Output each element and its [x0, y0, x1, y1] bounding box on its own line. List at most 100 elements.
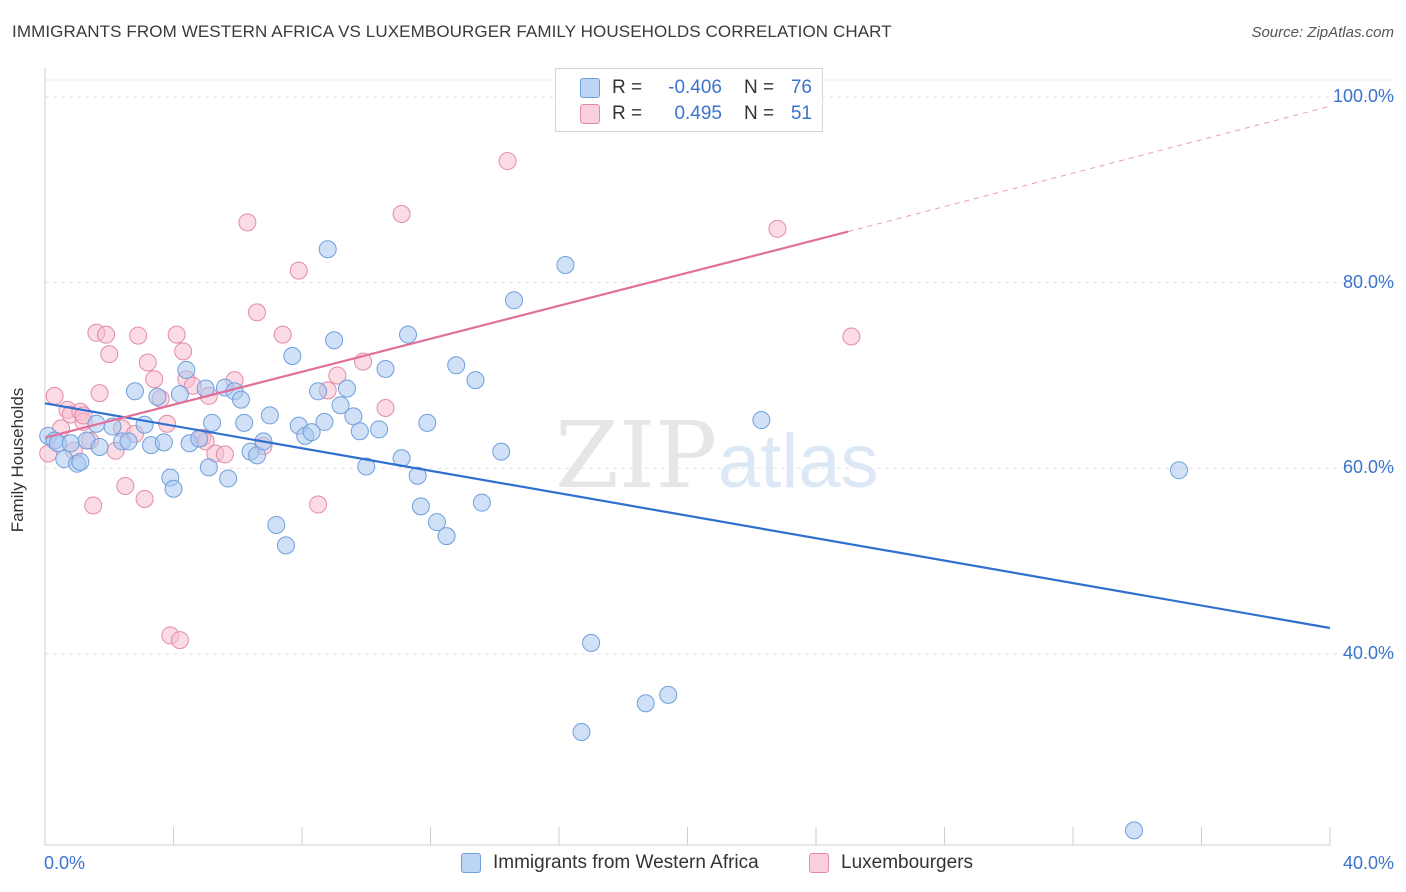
western-africa-point: [1125, 821, 1144, 840]
western-africa-point: [357, 457, 376, 476]
luxembourgers-point: [45, 386, 64, 405]
western-africa-trend-line: [44, 402, 1331, 630]
western-africa-point: [199, 458, 218, 477]
western-africa-point: [418, 413, 437, 432]
western-africa-point: [370, 420, 389, 439]
r-value: 0.495: [674, 103, 722, 124]
western-africa-point: [472, 493, 491, 512]
western-africa-point: [190, 429, 209, 448]
western-africa-point: [315, 412, 334, 431]
grid-lines: [45, 79, 1393, 655]
western-africa-point: [344, 407, 363, 426]
stats-row-luxembourgers: R = 0.495 N = 51: [580, 100, 812, 128]
western-africa-point: [276, 536, 295, 555]
n-label: N =: [744, 103, 775, 124]
luxembourgers-point: [129, 326, 148, 345]
western-africa-point: [408, 466, 427, 485]
western-africa-point: [203, 413, 222, 432]
luxembourgers-point: [145, 370, 164, 389]
western-africa-point: [260, 406, 279, 425]
western-africa-point: [556, 256, 575, 275]
western-africa-point: [231, 390, 250, 409]
western-africa-point: [447, 356, 466, 375]
western-africa-point: [235, 413, 254, 432]
legend-item-luxembourgers[interactable]: Luxembourgers: [809, 852, 973, 874]
blue-swatch: [461, 853, 481, 873]
luxembourgers-point: [135, 489, 154, 508]
western-africa-point: [636, 694, 655, 713]
western-africa-point: [411, 497, 430, 516]
y-tick-label: 40.0%: [1342, 643, 1394, 663]
source-label: Source: ZipAtlas.com: [1251, 24, 1394, 41]
western-africa-points: [39, 240, 1189, 840]
x-tick-label-max: 40.0%: [1342, 853, 1394, 873]
y-tick-label: 80.0%: [1342, 271, 1394, 292]
western-africa-point: [125, 382, 144, 401]
western-africa-point: [154, 433, 173, 452]
luxembourgers-point: [174, 342, 193, 361]
pink-swatch: [809, 853, 829, 873]
watermark-atlas: atlas: [718, 419, 879, 504]
pink-swatch: [580, 104, 600, 124]
r-value: -0.406: [668, 77, 722, 98]
western-africa-point: [302, 423, 321, 442]
luxembourgers-point: [328, 366, 347, 385]
luxembourgers-point: [842, 327, 861, 346]
y-tick-label: 100.0%: [1332, 86, 1394, 106]
n-value: 51: [790, 103, 812, 124]
luxembourgers-point: [97, 325, 116, 344]
r-label: R =: [612, 103, 643, 124]
western-africa-point: [659, 685, 678, 704]
luxembourgers-point: [167, 325, 186, 344]
legend-label: Immigrants from Western Africa: [493, 852, 759, 873]
blue-swatch: [580, 78, 600, 98]
western-africa-point: [582, 633, 601, 652]
western-africa-point: [337, 379, 356, 398]
western-africa-point: [1170, 461, 1189, 480]
stats-row-western-africa: R = -0.406 N = 76: [580, 74, 812, 102]
western-africa-point: [177, 360, 196, 379]
western-africa-point: [752, 411, 771, 430]
luxembourgers-point: [116, 476, 135, 495]
luxembourgers-point: [238, 213, 257, 232]
luxembourgers-trend-line: [847, 105, 1331, 233]
western-africa-point: [283, 347, 302, 366]
watermark-zip: ZIP: [555, 402, 717, 509]
luxembourgers-point: [498, 152, 517, 171]
watermark: ZIP atlas: [555, 402, 879, 509]
luxembourgers-point: [84, 496, 103, 515]
western-africa-point: [318, 240, 337, 259]
western-africa-point: [437, 527, 456, 546]
luxembourgers-point: [273, 325, 292, 344]
western-africa-point: [71, 452, 90, 471]
western-africa-point: [164, 479, 183, 498]
western-africa-point: [331, 396, 350, 415]
western-africa-point: [572, 722, 591, 741]
western-africa-point: [267, 515, 286, 534]
luxembourgers-point: [100, 345, 119, 364]
n-value: 76: [790, 77, 812, 98]
western-africa-point: [492, 442, 511, 461]
western-africa-point: [505, 291, 524, 310]
western-africa-point: [399, 325, 418, 344]
western-africa-point: [350, 422, 369, 441]
legend-item-western-africa[interactable]: Immigrants from Western Africa: [461, 852, 759, 874]
western-africa-point: [309, 382, 328, 401]
luxembourgers-point: [309, 495, 328, 514]
western-africa-point: [376, 360, 395, 379]
y-tick-label: 60.0%: [1342, 457, 1394, 478]
luxembourgers-point: [289, 261, 308, 280]
western-africa-point: [427, 513, 446, 532]
luxembourgers-trend-line: [44, 230, 849, 439]
x-tick-label-min: 0.0%: [44, 853, 86, 873]
series-legend: Immigrants from Western Africa Luxembour…: [0, 852, 1406, 878]
western-africa-point: [61, 434, 80, 453]
legend-label: Luxembourgers: [841, 852, 974, 873]
western-africa-point: [466, 371, 485, 390]
luxembourgers-point: [138, 353, 157, 372]
western-africa-point: [219, 469, 238, 488]
r-label: R =: [612, 77, 643, 98]
western-africa-point: [325, 331, 344, 350]
chart-title: IMMIGRANTS FROM WESTERN AFRICA VS LUXEMB…: [12, 22, 892, 41]
